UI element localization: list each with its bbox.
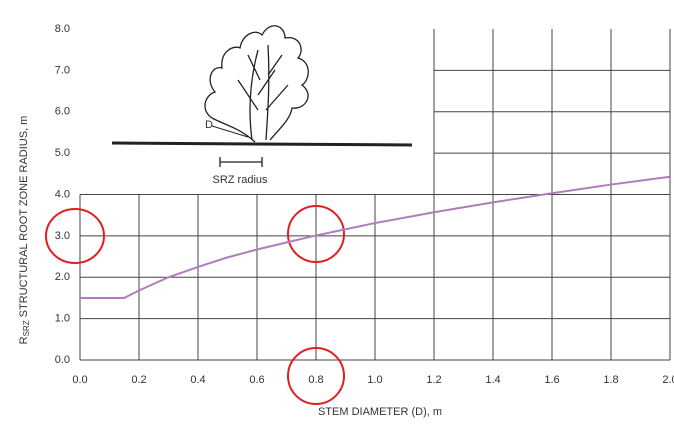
y-tick-label: 5.0	[55, 147, 70, 159]
x-tick-label: 0.2	[131, 374, 146, 386]
axes: 0.0 0.2 0.4 0.6 0.8 1.0 1.2 1.4 1.6 1.8 2.0 0.0 1.0 2…	[55, 23, 674, 386]
x-tick-label: 1.4	[485, 374, 500, 386]
y-axis-title: STRUCTURAL ROOT ZONE RADIUS, m	[18, 116, 30, 321]
y-axis-label: RSRZ STRUCTURAL ROOT ZONE RADIUS, m	[18, 116, 31, 345]
x-tick-label: 0.0	[72, 374, 87, 386]
annotation: D	[205, 119, 213, 131]
x-tick-label: 0.6	[249, 374, 264, 386]
y-tick-label: 3.0	[55, 230, 70, 242]
y-axis-symbol: R	[18, 336, 30, 344]
annotation: SRZ radius	[212, 174, 268, 186]
x-tick-label: 0.4	[190, 374, 205, 386]
x-tick-label: 1.6	[544, 374, 559, 386]
y-tick-label: 7.0	[55, 64, 70, 76]
page: {"chart_data": {"type": "line", "ylabel_…	[0, 0, 674, 430]
x-tick-label: 2.0	[662, 374, 674, 386]
y-tick-label: 8.0	[55, 23, 70, 35]
y-tick-label: 4.0	[55, 188, 70, 200]
x-tick-label: 1.8	[603, 374, 618, 386]
chart: 0.0 0.2 0.4 0.6 0.8 1.0 1.2 1.4 1.6 1.8 2.0 0.0 1.0 2…	[0, 0, 674, 430]
x-axis-label: STEM DIAMETER (D), m	[318, 406, 442, 418]
y-axis-subscript: SRZ	[22, 320, 31, 336]
tree-illustration	[112, 26, 412, 167]
x-tick-label: 1.2	[426, 374, 441, 386]
x-tick-label: 1.0	[367, 374, 382, 386]
y-tick-label: 2.0	[55, 271, 70, 283]
y-tick-label: 1.0	[55, 313, 70, 325]
x-tick-label: 0.8	[308, 374, 323, 386]
y-tick-label: 0.0	[55, 354, 70, 366]
y-tick-label: 6.0	[55, 106, 70, 118]
